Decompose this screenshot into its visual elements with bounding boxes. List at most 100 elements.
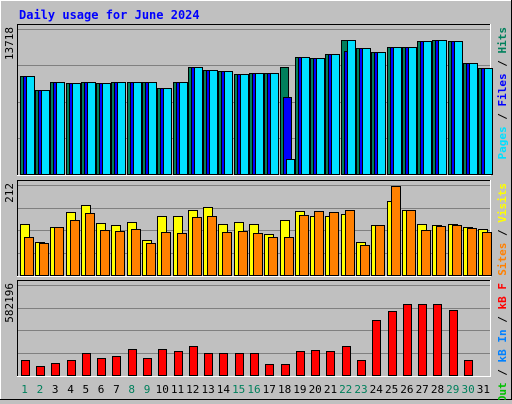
bar-pages-day-6	[102, 83, 111, 175]
legend-item: kB In	[496, 329, 509, 362]
x-tick-label-16: 16	[247, 383, 260, 396]
legend-separator: /	[496, 107, 509, 127]
bar-sites-day-7	[115, 231, 125, 276]
x-tick-label-9: 9	[144, 383, 151, 396]
panel-requests: 13718 Pages / Files / Hits	[3, 24, 509, 176]
bar-sites-day-26	[406, 210, 416, 276]
x-tick-label-27: 27	[416, 383, 429, 396]
bar-kb-f-day-16	[250, 353, 259, 376]
panel-kbytes: 5 8 21 9 6 kB Out / kB In / kB F	[3, 280, 509, 404]
bar-sites-day-30	[467, 228, 477, 276]
bar-pages-day-29	[454, 41, 463, 175]
bar-pages-day-2	[41, 90, 50, 175]
legend-item: kB F	[496, 283, 509, 310]
x-tick-label-22: 22	[339, 383, 352, 396]
bar-kb-f-day-27	[418, 304, 427, 376]
bar-kb-f-day-22	[342, 346, 351, 376]
bar-pages-day-20	[316, 58, 325, 175]
bar-pages-day-25	[393, 47, 402, 175]
bar-pages-day-11	[179, 82, 188, 175]
bar-kb-f-day-21	[326, 351, 335, 376]
legend-requests: Pages / Files / Hits	[496, 27, 509, 160]
bar-pages-day-3	[56, 82, 65, 175]
x-tick-label-26: 26	[400, 383, 413, 396]
bar-kb-f-day-15	[235, 353, 244, 376]
bar-kb-f-day-13	[204, 353, 213, 376]
bar-sites-day-20	[314, 211, 324, 276]
bar-pages-day-8	[133, 82, 142, 175]
x-tick-label-7: 7	[113, 383, 120, 396]
bar-pages-day-13	[209, 70, 218, 175]
bar-sites-day-27	[421, 230, 431, 276]
bar-kb-f-day-24	[372, 320, 381, 376]
bar-kb-f-day-14	[219, 353, 228, 376]
bar-pages-day-28	[438, 40, 447, 175]
bar-sites-day-3	[54, 227, 64, 276]
bar-sites-day-2	[39, 243, 49, 276]
bar-kb-f-day-1	[21, 360, 30, 376]
bar-pages-day-4	[72, 83, 81, 175]
bar-kb-f-day-10	[158, 349, 167, 376]
x-tick-label-19: 19	[293, 383, 306, 396]
bar-sites-day-8	[131, 229, 141, 276]
bar-pages-day-19	[301, 57, 310, 175]
x-tick-label-18: 18	[278, 383, 291, 396]
bar-kb-f-day-12	[189, 346, 198, 376]
bar-pages-day-9	[148, 82, 157, 175]
legend-kbytes: kB Out / kB In / kB F	[496, 283, 509, 400]
bar-kb-f-day-17	[265, 364, 274, 376]
bar-kb-f-day-20	[311, 350, 320, 376]
x-tick-label-29: 29	[446, 383, 459, 396]
bar-sites-day-9	[146, 243, 156, 276]
legend-separator: /	[496, 223, 509, 243]
legend-item: Pages	[496, 126, 509, 159]
x-tick-label-15: 15	[232, 383, 245, 396]
bar-sites-day-22	[345, 210, 355, 276]
x-tick-label-5: 5	[82, 383, 89, 396]
bar-pages-day-30	[469, 63, 478, 175]
x-tick-label-10: 10	[156, 383, 169, 396]
bar-kb-f-day-2	[36, 366, 45, 376]
bar-sites-day-10	[161, 232, 171, 276]
bar-sites-day-19	[299, 215, 309, 276]
bar-kb-f-day-30	[464, 360, 473, 376]
bar-sites-day-6	[100, 230, 110, 276]
bar-pages-day-31	[484, 68, 493, 175]
bar-pages-day-16	[255, 73, 264, 175]
bar-sites-day-1	[24, 237, 34, 276]
bar-kb-f-day-9	[143, 358, 152, 376]
bar-sites-day-28	[436, 226, 446, 276]
chart-title: Daily usage for June 2024	[19, 8, 200, 22]
bar-kb-f-day-5	[82, 353, 91, 376]
y-max-label: 212	[3, 183, 16, 203]
bar-sites-day-15	[238, 231, 248, 276]
x-tick-label-3: 3	[52, 383, 59, 396]
x-tick-label-28: 28	[431, 383, 444, 396]
bar-kb-f-day-29	[449, 310, 458, 376]
x-tick-label-31: 31	[477, 383, 490, 396]
bar-sites-day-24	[375, 225, 385, 276]
bar-pages-day-12	[194, 67, 203, 175]
bar-sites-day-29	[452, 225, 462, 276]
x-tick-label-6: 6	[98, 383, 105, 396]
bar-kb-f-day-28	[433, 304, 442, 376]
x-tick-label-8: 8	[128, 383, 135, 396]
x-tick-label-11: 11	[171, 383, 184, 396]
legend-item: Sites	[496, 243, 509, 276]
bar-pages-day-5	[87, 82, 96, 175]
bar-kb-f-day-8	[128, 349, 137, 376]
x-tick-label-21: 21	[324, 383, 337, 396]
bar-sites-day-4	[70, 220, 80, 276]
bar-sites-day-21	[329, 212, 339, 276]
bar-pages-day-22	[347, 40, 356, 175]
x-tick-label-23: 23	[354, 383, 367, 396]
bar-pages-day-21	[331, 54, 340, 175]
bar-pages-day-7	[117, 82, 126, 175]
legend-visits: Sites / Visits	[496, 183, 509, 276]
bar-sites-day-5	[85, 213, 95, 276]
bar-kb-f-day-6	[97, 358, 106, 376]
bar-sites-day-31	[482, 232, 492, 276]
